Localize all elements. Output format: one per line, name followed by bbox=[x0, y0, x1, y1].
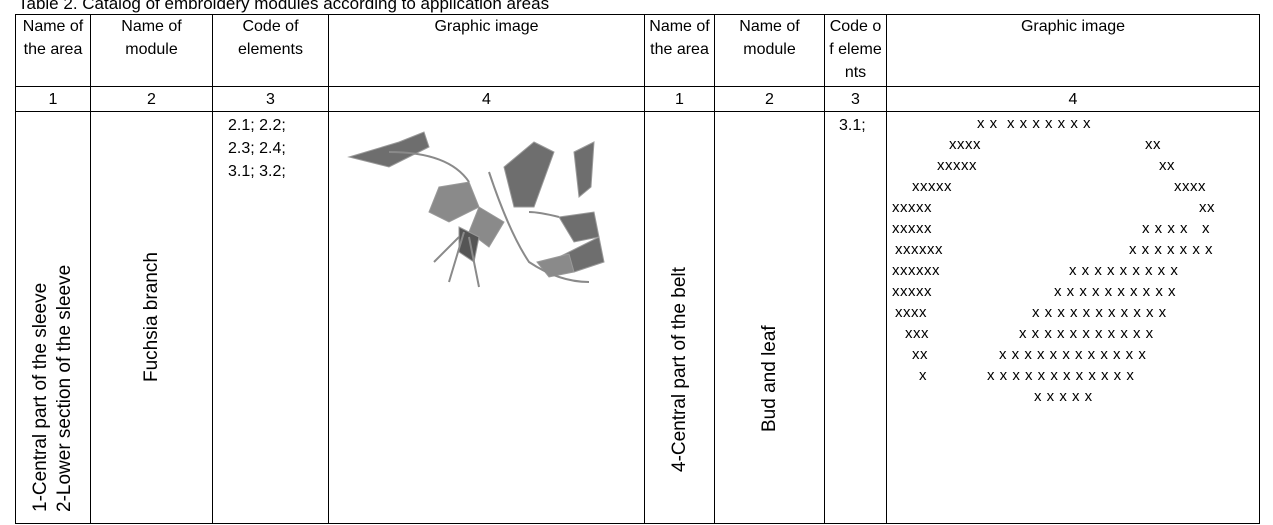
table-caption: Table 2. Catalog of embroidery modules a… bbox=[18, 0, 550, 13]
pattern-text: xxxx bbox=[1174, 178, 1206, 195]
header-row: Name of the area Name of module Code of … bbox=[15, 14, 1260, 87]
pattern-text: xx bbox=[1145, 136, 1161, 153]
pattern-text: xx bbox=[912, 346, 928, 363]
area-cell: 4-Central part of the belt bbox=[644, 111, 715, 524]
pattern-text: x x x x x x x x x x x bbox=[1032, 304, 1167, 321]
header-cell: Graphic image bbox=[328, 14, 645, 87]
pattern-text: x x x x x bbox=[1142, 220, 1211, 237]
header-cell: Graphic image bbox=[886, 14, 1260, 87]
number-cell: 3 bbox=[824, 86, 887, 112]
codes-cell: 3.1; bbox=[824, 111, 887, 524]
pattern-text: x bbox=[919, 367, 927, 384]
number-cell: 2 bbox=[90, 86, 213, 112]
module-cell: Bud and leaf bbox=[714, 111, 825, 524]
header-cell: Code of elements bbox=[212, 14, 329, 87]
number-cell: 4 bbox=[328, 86, 645, 112]
codes-text: 2.1; 2.2; 2.3; 2.4; 3.1; 3.2; bbox=[228, 117, 286, 180]
codes-text: 3.1; bbox=[839, 117, 866, 134]
header-cell: Name of the area bbox=[15, 14, 91, 87]
area-line: 2-Lower section of the sleeve bbox=[54, 264, 75, 512]
header-cell: Name of module bbox=[714, 14, 825, 87]
pattern: x x x x x x x x x xxxx xx xxxxx xx xxxxx xxxx x… bbox=[888, 113, 1259, 523]
pattern-text: xxxxx bbox=[892, 220, 932, 237]
pattern-cell: x x x x x x x x x xxxx xx xxxxx xx xxxxx xxxx x… bbox=[886, 111, 1260, 524]
pattern-text: xxxxxx bbox=[895, 241, 943, 258]
pattern-text: xxxx bbox=[949, 136, 981, 153]
pattern-text: xxxxxx bbox=[892, 262, 940, 279]
header-cell: Code of elements bbox=[824, 14, 887, 87]
number-cell: 1 bbox=[644, 86, 715, 112]
pattern-text: x x x x x x x x x x x x bbox=[987, 367, 1135, 384]
area-cell: 1-Central part of the sleeve 2-Lower sec… bbox=[15, 111, 91, 524]
pattern-text: xxxxx bbox=[892, 283, 932, 300]
codes-cell: 2.1; 2.2; 2.3; 2.4; 3.1; 3.2; bbox=[212, 111, 329, 524]
pattern-text: x x x x x x x x x bbox=[1069, 262, 1179, 279]
catalog-table: Name of the area Name of module Code of … bbox=[15, 14, 1260, 524]
number-cell: 1 bbox=[15, 86, 91, 112]
module-text: Fuchsia branch bbox=[140, 252, 162, 382]
area-text: 4-Central part of the belt bbox=[668, 267, 690, 472]
pattern-text: xxxxx bbox=[912, 178, 952, 195]
header-cell: Name of module bbox=[90, 14, 213, 87]
pattern-text: xxxxx bbox=[937, 157, 977, 174]
pattern-text: x x x x x x x x x bbox=[977, 115, 1092, 132]
number-cell: 4 bbox=[886, 86, 1260, 112]
pattern-text: x x x x x x x bbox=[1129, 241, 1214, 258]
module-cell: Fuchsia branch bbox=[90, 111, 213, 524]
pattern-text: x x x x x x x x x x x bbox=[1019, 325, 1154, 342]
pattern-text: xx bbox=[1199, 199, 1215, 216]
pattern-text: xxx bbox=[905, 325, 929, 342]
pattern-text: x x x x x bbox=[1034, 388, 1093, 405]
image-cell bbox=[328, 111, 645, 524]
fuchsia-image bbox=[347, 131, 605, 288]
pattern-text: x x x x x x x x x x x x bbox=[999, 346, 1147, 363]
number-cell: 2 bbox=[714, 86, 825, 112]
area-line: 1-Central part of the sleeve bbox=[30, 282, 51, 512]
pattern-text: xxxx bbox=[895, 304, 927, 321]
pattern-text: xxxxx bbox=[892, 199, 932, 216]
number-row: 1 2 3 4 1 2 3 4 bbox=[15, 86, 1260, 112]
area-text: 1-Central part of the sleeve 2-Lower sec… bbox=[29, 113, 77, 517]
module-text: Bud and leaf bbox=[758, 325, 780, 432]
number-cell: 3 bbox=[212, 86, 329, 112]
pattern-text: xx bbox=[1159, 157, 1175, 174]
header-cell: Name of the area bbox=[644, 14, 715, 87]
pattern-text: x x x x x x x x x x bbox=[1054, 283, 1177, 300]
data-row: 1-Central part of the sleeve 2-Lower sec… bbox=[15, 111, 1260, 524]
